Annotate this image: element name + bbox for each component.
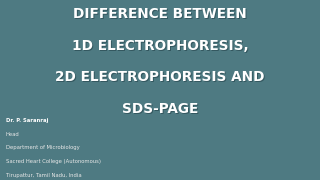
Text: Head: Head (6, 132, 20, 137)
Text: 2D ELECTROPHORESIS AND: 2D ELECTROPHORESIS AND (55, 70, 265, 84)
Text: DIFFERENCE BETWEEN: DIFFERENCE BETWEEN (74, 8, 248, 22)
Text: SDS-PAGE: SDS-PAGE (122, 102, 198, 116)
Text: DIFFERENCE BETWEEN: DIFFERENCE BETWEEN (73, 7, 247, 21)
Text: 2D ELECTROPHORESIS AND: 2D ELECTROPHORESIS AND (56, 71, 266, 85)
Text: SDS-PAGE: SDS-PAGE (123, 103, 199, 117)
Text: 1D ELECTROPHORESIS,: 1D ELECTROPHORESIS, (72, 39, 248, 53)
Text: Dr. P. Saranraj: Dr. P. Saranraj (6, 118, 48, 123)
Text: Tirupattur, Tamil Nadu, India: Tirupattur, Tamil Nadu, India (6, 173, 81, 178)
Text: Sacred Heart College (Autonomous): Sacred Heart College (Autonomous) (6, 159, 101, 164)
Text: 1D ELECTROPHORESIS,: 1D ELECTROPHORESIS, (73, 40, 249, 54)
Text: Department of Microbiology: Department of Microbiology (6, 145, 79, 150)
